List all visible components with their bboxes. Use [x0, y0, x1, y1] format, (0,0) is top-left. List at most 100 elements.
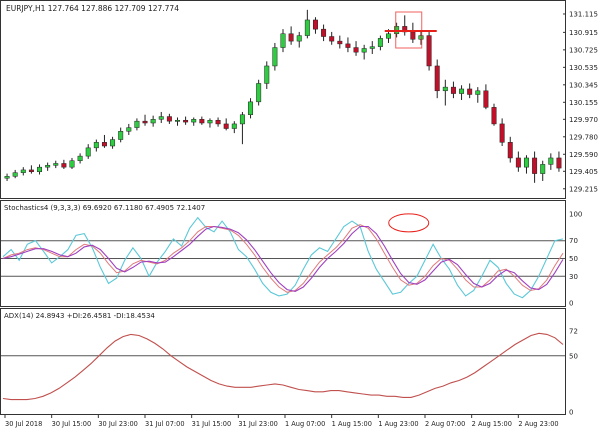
bull-candle [118, 131, 124, 140]
bull-candle [207, 119, 213, 124]
price-tick-label: 131.115 [569, 10, 598, 18]
stoch-levels: 100 70 50 30 0 [1, 211, 582, 308]
bull-candle [77, 155, 83, 161]
bull-candle [418, 35, 424, 40]
price-tick-label: 130.915 [569, 29, 598, 37]
bull-candle [304, 19, 310, 36]
bear-candle [321, 28, 327, 37]
bear-candle [499, 123, 505, 143]
bear-candle [556, 157, 562, 169]
bull-candle [442, 86, 448, 92]
bull-candle [369, 46, 375, 49]
bull-candle [53, 163, 59, 166]
price-tick-label: 130.155 [569, 99, 598, 107]
bull-candle [37, 166, 43, 173]
bull-candle [134, 120, 140, 128]
candles-group [4, 9, 562, 183]
bull-candle [20, 169, 26, 173]
bear-candle [450, 86, 456, 94]
bear-candle [142, 120, 148, 124]
bull-candle [12, 172, 18, 177]
bull-candle [523, 157, 529, 168]
bull-candle [4, 176, 10, 179]
time-tick-label: 2 Aug 07:00 [425, 420, 465, 428]
bull-candle [264, 65, 270, 84]
bear-candle [353, 47, 359, 53]
time-tick-label: 2 Aug 15:00 [472, 420, 512, 428]
price-tick-label: 129.405 [569, 168, 598, 176]
bear-candle [329, 36, 335, 42]
time-tick-label: 30 Jul 15:00 [52, 420, 92, 428]
bear-candle [426, 35, 432, 67]
price-tick-label: 130.535 [569, 64, 598, 72]
annotations [384, 11, 437, 233]
bull-candle [150, 119, 156, 124]
time-tick-label: 31 Jul 23:00 [238, 420, 278, 428]
stoch-label: Stochastics4 (9,3,3,3) 69.6920 67.1180 6… [4, 204, 205, 212]
stoch-signal-line [2, 225, 564, 292]
bull-candle [386, 33, 391, 39]
time-tick-label: 2 Aug 23:00 [518, 420, 558, 428]
stoch-highlight-ellipse [388, 213, 430, 233]
symbol-header: EURJPY,H1 127.764 127.886 127.709 127.77… [6, 4, 179, 13]
stoch-main-line [2, 216, 564, 299]
bear-candle [532, 157, 538, 174]
bull-candle [110, 139, 116, 147]
price-tick-label: 129.780 [569, 133, 598, 141]
bull-candle [280, 33, 286, 48]
bear-candle [101, 142, 107, 147]
stoch-slow-line [2, 224, 564, 293]
stoch-tick-label: 100 [569, 211, 582, 219]
stoch-tick-label: 70 [569, 237, 578, 245]
stoch-tick-label: 50 [569, 255, 578, 263]
adx-line [2, 332, 564, 401]
adx-lines [2, 332, 564, 401]
bear-candle [345, 43, 351, 48]
bear-candle [483, 90, 489, 108]
time-tick-label: 30 Jul 2018 [5, 420, 42, 428]
bear-candle [288, 33, 294, 42]
bull-candle [248, 101, 254, 115]
bull-candle [377, 38, 383, 47]
bear-candle [515, 157, 521, 168]
bull-candle [231, 123, 237, 129]
bear-candle [467, 88, 473, 95]
bull-candle [85, 147, 91, 157]
price-tick-label: 129.215 [569, 185, 598, 193]
price-tick-label: 130.725 [569, 46, 598, 54]
time-tick-label: 30 Jul 23:00 [98, 420, 138, 428]
bear-candle [434, 65, 440, 92]
bear-candle [223, 123, 229, 129]
adx-levels: 72 50 0 [1, 328, 578, 417]
bull-candle [191, 119, 197, 123]
bull-candle [45, 165, 51, 168]
bull-candle [126, 127, 132, 132]
bear-candle [337, 40, 343, 45]
stoch-tick-label: 0 [569, 300, 573, 308]
bear-candle [215, 119, 221, 125]
bull-candle [272, 47, 278, 67]
adx-tick-label: 50 [569, 352, 578, 360]
adx-tick-label: 0 [569, 409, 573, 417]
bull-candle [361, 48, 367, 53]
adx-panel-frame [0, 308, 566, 415]
bear-candle [183, 119, 189, 123]
adx-tick-label: 72 [569, 328, 578, 336]
bear-candle [312, 19, 318, 30]
bear-candle [491, 107, 497, 125]
bull-candle [475, 90, 481, 95]
bull-candle [256, 83, 262, 103]
bear-candle [199, 119, 205, 124]
adx-label: ADX(14) 24.8943 +DI:26.4581 -DI:18.4534 [4, 312, 155, 320]
bull-candle [459, 88, 465, 94]
time-tick-label: 31 Jul 15:00 [192, 420, 232, 428]
price-panel-frame [0, 0, 566, 199]
time-tick-label: 31 Jul 07:00 [145, 420, 185, 428]
bear-candle [28, 169, 34, 173]
time-tick-label: 1 Aug 23:00 [378, 420, 418, 428]
bull-candle [69, 160, 75, 168]
bear-candle [166, 116, 172, 122]
price-tick-label: 129.970 [569, 116, 598, 124]
